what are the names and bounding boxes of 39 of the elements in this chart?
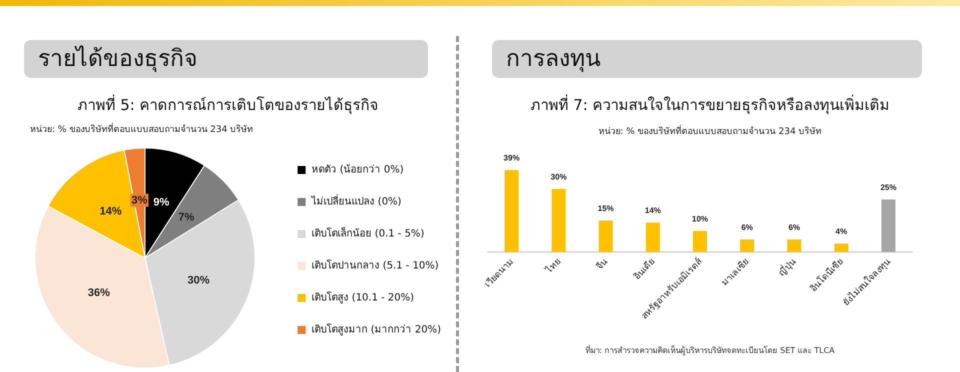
data-label: 36%	[88, 287, 110, 300]
chart-subtitle: หน่วย: % ของบริษัทที่ตอบแบบสอบถามจำนวน 234 บริษัท	[30, 122, 254, 136]
chart-title: ภาพที่ 7: ความสนใจในการขยายธุรกิจหรือลงทุนเพิ่มเติม	[529, 94, 891, 116]
legend-label: เติบโตปานกลาง (5.1 - 10%)	[312, 258, 439, 272]
text: รายได้ของธุรกิจ	[24, 40, 428, 78]
bar	[787, 239, 802, 252]
data-label: 15%	[598, 204, 614, 213]
legend-label: เติบโตสูงมาก (มากกว่า 20%)	[312, 322, 442, 336]
data-label: 25%	[880, 183, 896, 192]
data-label: 30%	[187, 274, 210, 286]
data-label: 39%	[504, 154, 520, 163]
data-label: 30%	[550, 172, 567, 182]
legend-label: เติบโตสูง (10.1 - 20%)	[312, 290, 414, 304]
legend-label: ไม่เปลี่ยนแปลง (0%)	[310, 194, 402, 208]
bar	[552, 189, 566, 252]
data-label: 3%	[132, 194, 148, 206]
data-label: 4%	[836, 227, 848, 236]
data-label: 10%	[692, 214, 708, 224]
bar	[834, 244, 848, 252]
chart-subtitle: หน่วย: % ของบริษัทที่ตอบแบบสอบถามจำนวน 234 บริษัท	[597, 124, 823, 138]
data-label: 7%	[178, 211, 194, 224]
legend-label: เติบโตเล็กน้อย (0.1 - 5%)	[312, 226, 424, 240]
chart-title: ภาพที่ 5: คาดการณ์การเติบโตของรายได้ธุรกิจ	[76, 94, 380, 116]
bar	[881, 200, 896, 252]
bar	[646, 222, 660, 252]
bar	[504, 170, 519, 252]
data-label: 9%	[153, 196, 170, 208]
x-tick-label: ไทย	[543, 256, 562, 276]
bar	[740, 239, 754, 252]
text: การลงทุน	[492, 40, 922, 78]
bar	[598, 220, 613, 252]
data-label: 14%	[644, 206, 661, 216]
data-label: 14%	[100, 205, 122, 218]
bar	[693, 231, 707, 252]
data-label: 6%	[741, 222, 753, 232]
x-tick-label: จีน	[594, 256, 610, 272]
legend-label: หดตัว (น้อยกว่า 0%)	[312, 164, 404, 176]
data-label: 6%	[788, 222, 800, 232]
text: ที่มา: การสำรวจความคิดเห็นผู้บริหารบริษัทจดทะเบียนโดย SET และ TLCA	[584, 344, 836, 357]
